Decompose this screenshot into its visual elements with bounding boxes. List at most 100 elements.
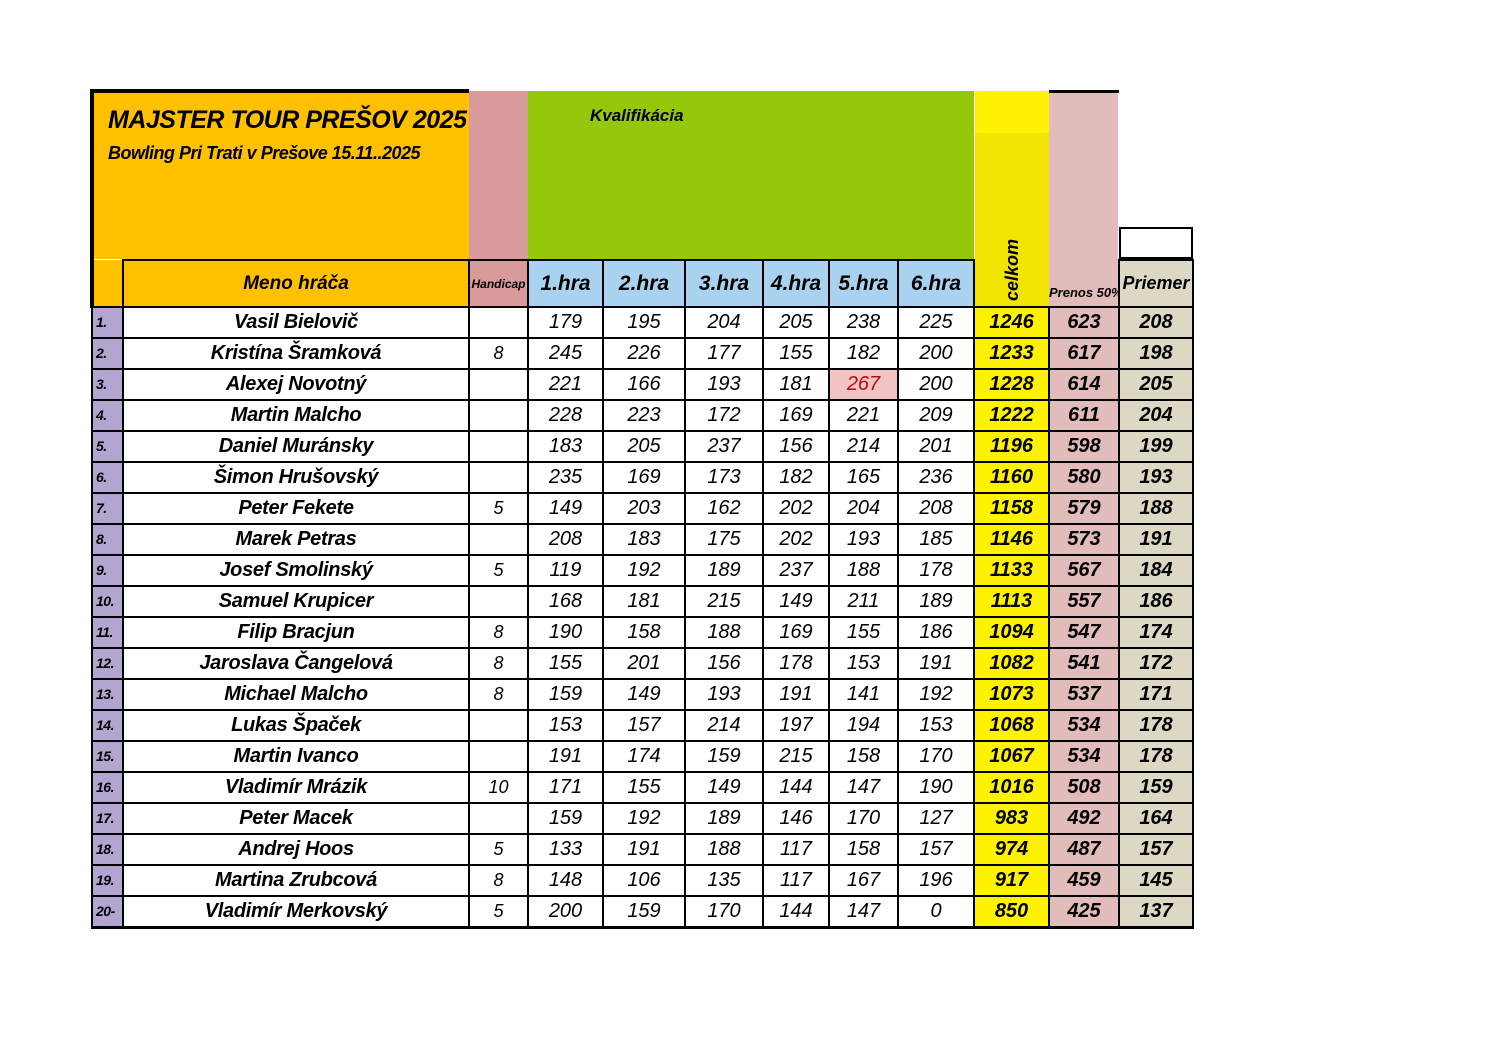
game-score-cell: 202: [762, 492, 830, 525]
rank-cell: 6.: [91, 461, 124, 494]
game1-column-header: 1.hra: [527, 259, 604, 308]
game-score-cell: 215: [762, 740, 830, 773]
table-row: 8. Marek Petras 208 183 175 202 193 185 1146 573 1…: [91, 523, 1194, 556]
handicap-cell: 8: [468, 864, 529, 897]
transfer-cell: 508: [1048, 771, 1120, 804]
game-score-cell: 181: [602, 585, 686, 618]
player-name-cell: Josef Smolinský: [122, 554, 470, 587]
average-cell: 208: [1118, 306, 1194, 339]
game-score-cell: 169: [762, 616, 830, 649]
player-name-cell: Martin Ivanco: [122, 740, 470, 773]
game-score-cell: 193: [828, 523, 899, 556]
rank-cell: 19.: [91, 864, 124, 897]
handicap-cell: [468, 740, 529, 773]
table-row: 9. Josef Smolinský 5 119 192 189 237 188 178 1133…: [91, 554, 1194, 587]
total-cell: 850: [973, 895, 1050, 929]
game3-column-header: 3.hra: [684, 259, 764, 308]
handicap-cell: [468, 585, 529, 618]
table-row: 11. Filip Bracjun 8 190 158 188 169 155 186 1094 5…: [91, 616, 1194, 649]
table-row: 1. Vasil Bielovič 179 195 204 205 238 225 1246 62…: [91, 306, 1194, 339]
game-score-cell: 178: [762, 647, 830, 680]
game-score-cell: 170: [684, 895, 764, 929]
handicap-cell: 5: [468, 492, 529, 525]
handicap-cell: 8: [468, 616, 529, 649]
handicap-cell: 8: [468, 678, 529, 711]
game-score-cell: 208: [527, 523, 604, 556]
average-cell: 199: [1118, 430, 1194, 463]
game6-column-header: 6.hra: [897, 259, 975, 308]
game-score-cell: 149: [527, 492, 604, 525]
handicap-cell: 5: [468, 895, 529, 929]
total-column-label: celkom: [1002, 238, 1022, 302]
game-score-cell: 171: [527, 771, 604, 804]
average-cell: 188: [1118, 492, 1194, 525]
game-score-cell: 183: [602, 523, 686, 556]
game-score-cell: 173: [684, 461, 764, 494]
game-score-cell: 209: [897, 399, 975, 432]
handicap-cell: 8: [468, 337, 529, 370]
average-cell: 164: [1118, 802, 1194, 835]
game-score-cell: 205: [762, 306, 830, 339]
game-score-cell: 182: [828, 337, 899, 370]
table-row: 18. Andrej Hoos 5 133 191 188 117 158 157 974 487 1…: [91, 833, 1194, 866]
handicap-cell: [468, 523, 529, 556]
game-score-cell: 189: [684, 554, 764, 587]
game-score-cell: 203: [602, 492, 686, 525]
average-cell: 157: [1118, 833, 1194, 866]
game-score-cell: 133: [527, 833, 604, 866]
total-cell: 1228: [973, 368, 1050, 401]
rank-cell: 15.: [91, 740, 124, 773]
game-score-cell: 228: [527, 399, 604, 432]
transfer-cell: 611: [1048, 399, 1120, 432]
game-score-cell: 202: [762, 523, 830, 556]
handicap-cell: [468, 709, 529, 742]
game-score-cell: 155: [762, 337, 830, 370]
game-score-cell: 236: [897, 461, 975, 494]
table-row: 6. Šimon Hrušovský 235 169 173 182 165 236 1160 5…: [91, 461, 1194, 494]
game-score-cell: 189: [897, 585, 975, 618]
game-score-cell: 0: [897, 895, 975, 929]
transfer-column-label: Prenos 50%: [1049, 285, 1119, 300]
player-name-cell: Peter Fekete: [122, 492, 470, 525]
game-score-cell: 146: [762, 802, 830, 835]
game-score-cell: 148: [527, 864, 604, 897]
header-band: MAJSTER TOUR PREŠOV 2025 Bowling Pri Tra…: [90, 89, 1193, 307]
game-score-cell: 192: [602, 554, 686, 587]
game-score-cell: 200: [527, 895, 604, 929]
page-title: MAJSTER TOUR PREŠOV 2025: [108, 106, 467, 134]
game-score-cell: 193: [684, 368, 764, 401]
total-cell: 1016: [973, 771, 1050, 804]
game-score-cell: 200: [897, 368, 975, 401]
game-score-cell: 144: [762, 895, 830, 929]
game-score-cell: 157: [897, 833, 975, 866]
rank-cell: 2.: [91, 337, 124, 370]
transfer-cell: 541: [1048, 647, 1120, 680]
game-score-cell: 135: [684, 864, 764, 897]
game-score-cell: 237: [684, 430, 764, 463]
total-cell: 1068: [973, 709, 1050, 742]
average-cell: 186: [1118, 585, 1194, 618]
player-name-cell: Peter Macek: [122, 802, 470, 835]
rank-cell: 11.: [91, 616, 124, 649]
game-score-cell: 188: [828, 554, 899, 587]
rank-cell: 10.: [91, 585, 124, 618]
average-cell: 184: [1118, 554, 1194, 587]
transfer-cell: 557: [1048, 585, 1120, 618]
game-score-cell: 204: [828, 492, 899, 525]
game-score-cell: 191: [602, 833, 686, 866]
game-score-cell: 170: [897, 740, 975, 773]
game-score-cell: 162: [684, 492, 764, 525]
handicap-cell: [468, 430, 529, 463]
player-name-column-header: Meno hráča: [122, 259, 470, 308]
total-cell: 1133: [973, 554, 1050, 587]
player-name-cell: Vladimír Mrázik: [122, 771, 470, 804]
rank-cell: 20-: [91, 895, 124, 929]
transfer-cell: 459: [1048, 864, 1120, 897]
empty-cell: [1119, 227, 1193, 259]
transfer-cell: 487: [1048, 833, 1120, 866]
transfer-cell: 580: [1048, 461, 1120, 494]
transfer-cell: 617: [1048, 337, 1120, 370]
game-score-cell: 223: [602, 399, 686, 432]
table-row: 19. Martina Zrubcová 8 148 106 135 117 167 196 91…: [91, 864, 1194, 897]
game-score-cell: 170: [828, 802, 899, 835]
